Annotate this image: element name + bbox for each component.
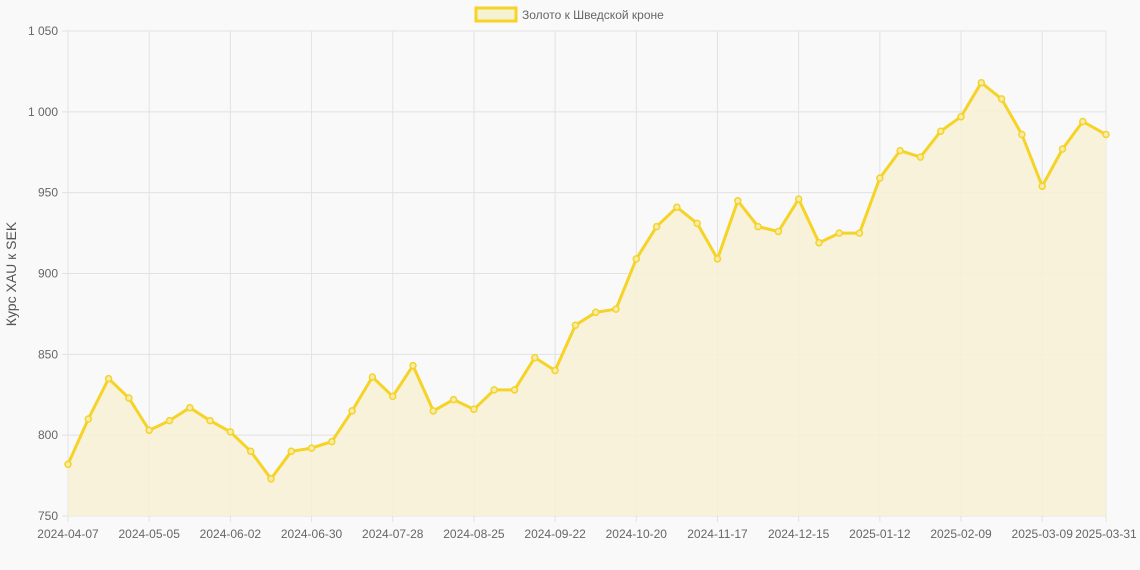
- data-point[interactable]: [713, 255, 722, 263]
- data-point[interactable]: [307, 444, 316, 452]
- data-point[interactable]: [510, 386, 519, 394]
- x-tick-label: 2024-08-25: [443, 527, 505, 541]
- data-point[interactable]: [693, 219, 701, 228]
- data-point[interactable]: [104, 374, 113, 383]
- data-point[interactable]: [186, 403, 194, 412]
- legend-swatch[interactable]: [474, 6, 518, 23]
- data-point[interactable]: [388, 392, 397, 401]
- x-tick-label: 2024-10-20: [606, 527, 668, 541]
- data-point[interactable]: [348, 407, 356, 415]
- data-point[interactable]: [977, 78, 986, 87]
- data-point[interactable]: [531, 353, 539, 362]
- data-point[interactable]: [855, 229, 864, 237]
- data-point[interactable]: [673, 203, 681, 211]
- legend-label[interactable]: Золото к Шведской кроне: [522, 8, 664, 22]
- data-point[interactable]: [409, 361, 417, 370]
- x-axis-ticks: 2024-04-07 2024-05-05 2024-06-02 2024-06-30…: [37, 527, 1137, 541]
- data-point[interactable]: [449, 395, 458, 404]
- y-axis-ticks: 750 800 850 900 950 1 000 1 050: [28, 24, 58, 523]
- data-point[interactable]: [246, 447, 255, 456]
- y-tick-label: 900: [38, 267, 58, 281]
- data-point[interactable]: [368, 373, 377, 381]
- x-tick-label: 2024-11-17: [687, 527, 748, 541]
- data-point[interactable]: [125, 394, 133, 402]
- data-point[interactable]: [957, 112, 965, 121]
- data-point[interactable]: [145, 426, 153, 435]
- data-point[interactable]: [591, 308, 600, 317]
- y-tick-label: 1 000: [28, 105, 58, 119]
- data-point[interactable]: [652, 222, 661, 231]
- data-point[interactable]: [84, 415, 93, 423]
- series-path: [66, 81, 1107, 481]
- x-tick-label: 2025-01-12: [849, 527, 911, 541]
- x-tick-label: 2024-12-15: [768, 527, 830, 541]
- data-point[interactable]: [936, 127, 945, 135]
- data-point[interactable]: [1079, 117, 1087, 126]
- area-fill: [68, 82, 1106, 516]
- x-tick-label: 2024-09-22: [524, 527, 586, 541]
- data-point[interactable]: [206, 416, 214, 425]
- data-point[interactable]: [896, 146, 904, 155]
- y-axis-title: Курс XAU к SEK: [3, 221, 19, 326]
- x-tick-label: 2024-05-05: [118, 527, 180, 541]
- data-point[interactable]: [876, 174, 884, 182]
- data-point[interactable]: [734, 197, 742, 205]
- y-tick-label: 800: [38, 428, 58, 442]
- data-point[interactable]: [815, 239, 823, 247]
- data-point[interactable]: [64, 460, 72, 469]
- data-point[interactable]: [632, 255, 641, 263]
- data-point[interactable]: [226, 428, 235, 436]
- data-point[interactable]: [1102, 130, 1110, 139]
- data-point[interactable]: [470, 405, 478, 414]
- x-tick-label: 2024-06-30: [281, 527, 343, 541]
- data-point[interactable]: [774, 227, 783, 236]
- data-point[interactable]: [571, 321, 580, 329]
- y-tick-label: 1 050: [28, 24, 58, 38]
- x-tick-label: 2024-04-07: [37, 527, 99, 541]
- data-point[interactable]: [916, 153, 925, 161]
- data-point[interactable]: [490, 386, 498, 394]
- y-tick-label: 950: [38, 186, 58, 200]
- data-point[interactable]: [1018, 130, 1026, 139]
- data-points: [64, 78, 1110, 483]
- legend[interactable]: Золото к Шведской кроне: [474, 6, 664, 23]
- x-tick-label: 2025-03-31: [1075, 527, 1137, 541]
- data-point[interactable]: [287, 447, 296, 456]
- data-point[interactable]: [267, 475, 275, 483]
- data-point[interactable]: [754, 222, 762, 231]
- y-tick-label: 750: [38, 509, 58, 523]
- data-point[interactable]: [429, 407, 438, 415]
- x-tick-label: 2025-03-09: [1012, 527, 1074, 541]
- data-point[interactable]: [165, 416, 174, 425]
- data-point[interactable]: [1038, 182, 1046, 190]
- series-area: [68, 82, 1106, 516]
- x-tick-label: 2024-06-02: [200, 527, 262, 541]
- x-tick-label: 2025-02-09: [930, 527, 992, 541]
- data-point[interactable]: [551, 366, 559, 375]
- data-point[interactable]: [794, 195, 803, 203]
- data-point[interactable]: [1058, 145, 1067, 153]
- data-point[interactable]: [612, 305, 620, 313]
- data-point[interactable]: [328, 437, 336, 446]
- series-line: [66, 81, 1107, 481]
- x-tick-label: 2024-07-28: [362, 527, 424, 541]
- y-tick-label: 850: [38, 347, 58, 361]
- data-point[interactable]: [997, 95, 1006, 103]
- data-point[interactable]: [835, 229, 844, 237]
